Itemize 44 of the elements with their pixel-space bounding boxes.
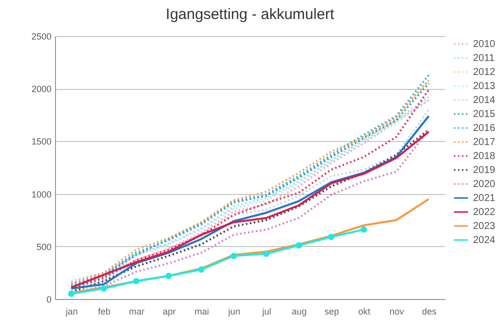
x-tick-label: mar bbox=[129, 306, 144, 316]
point bbox=[296, 242, 302, 249]
chart-title: Igangsetting - akkumulert bbox=[166, 6, 336, 23]
legend-label: 2015 bbox=[473, 109, 496, 120]
legend-label: 2013 bbox=[473, 81, 496, 92]
legend-label: 2023 bbox=[473, 221, 496, 232]
point bbox=[328, 234, 334, 240]
legend-label: 2012 bbox=[473, 67, 496, 78]
point bbox=[263, 250, 270, 257]
legend-label: 2020 bbox=[473, 179, 496, 190]
legend-label: 2019 bbox=[473, 165, 496, 176]
y-tick-label: 1500 bbox=[31, 136, 52, 147]
point bbox=[230, 252, 237, 260]
point bbox=[133, 278, 140, 284]
y-tick-label: 0 bbox=[46, 294, 52, 304]
x-tick-label: feb bbox=[98, 306, 111, 316]
x-tick-label: jan bbox=[64, 306, 78, 316]
legend-label: 2021 bbox=[473, 193, 496, 204]
y-tick-label: 500 bbox=[36, 242, 52, 252]
legend-label: 2016 bbox=[473, 123, 496, 134]
x-tick-label: jun bbox=[227, 306, 240, 316]
legend-label: 2014 bbox=[473, 95, 496, 106]
y-tick-label: 1000 bbox=[31, 189, 52, 200]
point bbox=[166, 272, 172, 280]
y-tick-label: 2000 bbox=[31, 84, 52, 94]
x-tick-label: apr bbox=[162, 306, 176, 316]
x-tick-label: okt bbox=[358, 306, 371, 316]
point bbox=[68, 290, 74, 297]
legend-label: 2017 bbox=[473, 137, 496, 148]
x-tick-label: mai bbox=[194, 306, 210, 316]
x-tick-label: jul bbox=[261, 306, 272, 316]
x-tick-label: des bbox=[422, 306, 438, 316]
x-tick-label: aug bbox=[292, 306, 307, 316]
x-tick-label: sep bbox=[324, 306, 340, 316]
point bbox=[360, 226, 367, 233]
y-tick-label: 2500 bbox=[31, 32, 52, 42]
legend-label: 2022 bbox=[473, 207, 496, 218]
point bbox=[198, 266, 204, 273]
legend-label: 2018 bbox=[473, 151, 496, 162]
legend-label: 2024 bbox=[473, 235, 496, 246]
legend-label: 2011 bbox=[473, 53, 495, 64]
point bbox=[100, 285, 107, 292]
x-tick-label: nov bbox=[389, 306, 405, 316]
legend-label: 2010 bbox=[473, 39, 496, 50]
